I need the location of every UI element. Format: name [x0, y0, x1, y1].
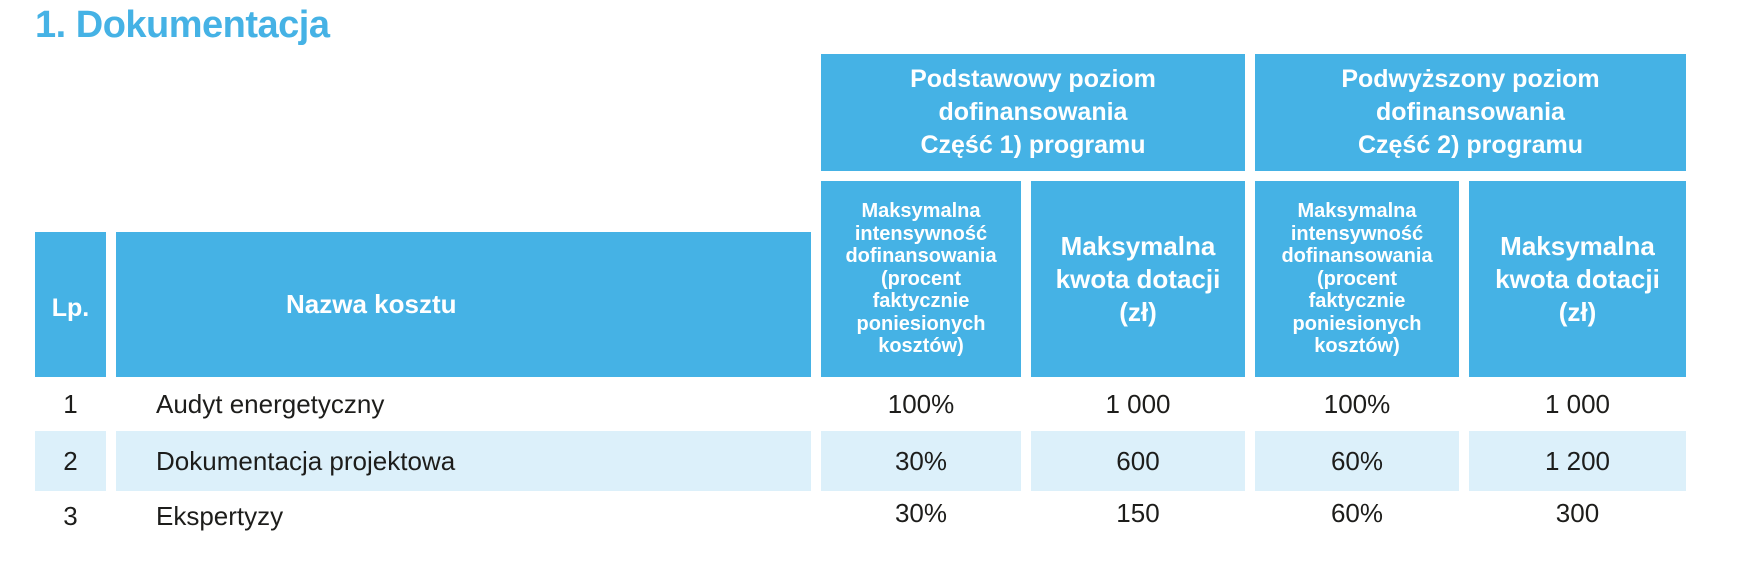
group-header-basic: Podstawowy poziom dofinansowania Część 1…: [821, 54, 1245, 171]
group-header-basic-line1: Podstawowy poziom: [910, 65, 1156, 93]
amount-line: (zł): [1558, 296, 1597, 327]
row-raised-intensity: 60%: [1255, 431, 1459, 491]
intensity-line: kosztów): [1314, 335, 1400, 358]
column-header-basic-intensity: Maksymalna intensywność dofinansowania (…: [821, 181, 1021, 377]
row-basic-intensity: 30%: [821, 431, 1021, 491]
section-title: 1. Dokumentacja: [35, 4, 330, 46]
amount-line: kwota dotacji: [1495, 263, 1660, 294]
column-header-basic-amount: Maksymalna kwota dotacji (zł): [1031, 181, 1245, 377]
group-header-raised-line3: Część 2) programu: [1357, 131, 1584, 159]
group-header-basic-line2: dofinansowania: [938, 98, 1128, 126]
row-raised-amount: 300: [1555, 497, 1600, 528]
row-lp: 2: [35, 431, 106, 491]
column-header-raised-amount: Maksymalna kwota dotacji (zł): [1469, 181, 1686, 377]
row-raised-intensity: 60%: [1330, 497, 1384, 528]
row-raised-amount: 1 000: [1544, 388, 1611, 419]
group-header-raised: Podwyższony poziom dofinansowania Część …: [1255, 54, 1686, 171]
intensity-line: poniesionych: [856, 312, 986, 335]
intensity-line: intensywność: [854, 222, 988, 245]
row-name: Dokumentacja projektowa: [116, 431, 811, 491]
row-raised-amount: 1 200: [1469, 431, 1686, 491]
row-basic-amount: 1 000: [1105, 388, 1171, 419]
column-header-raised-intensity: Maksymalna intensywność dofinansowania (…: [1255, 181, 1459, 377]
intensity-line: intensywność: [1290, 222, 1424, 245]
group-header-basic-line3: Część 1) programu: [920, 131, 1146, 159]
group-header-raised-line1: Podwyższony poziom: [1341, 65, 1600, 93]
intensity-line: Maksymalna: [1297, 200, 1417, 223]
row-name: Audyt energetyczny: [156, 388, 385, 419]
row-name: Ekspertyzy: [156, 500, 284, 531]
intensity-line: poniesionych: [1292, 312, 1422, 335]
row-raised-intensity: 100%: [1323, 388, 1391, 419]
amount-line: kwota dotacji: [1055, 263, 1221, 294]
row-lp: 3: [63, 500, 78, 531]
row-basic-amount: 150: [1116, 497, 1160, 528]
column-header-lp: Lp.: [35, 232, 106, 377]
intensity-line: Maksymalna: [861, 200, 981, 223]
row-basic-intensity: 30%: [894, 497, 948, 528]
intensity-line: faktycznie: [1308, 290, 1406, 313]
row-basic-amount: 600: [1031, 431, 1245, 491]
amount-line: Maksymalna: [1060, 230, 1216, 261]
group-header-raised-line2: dofinansowania: [1376, 98, 1565, 126]
intensity-line: kosztów): [878, 335, 964, 358]
intensity-line: dofinansowania: [845, 245, 997, 268]
row-lp: 1: [63, 388, 78, 419]
row-basic-intensity: 100%: [887, 388, 955, 419]
column-header-lp-label: Lp.: [51, 294, 90, 322]
column-header-name: Nazwa kosztu: [116, 232, 811, 377]
intensity-line: dofinansowania: [1281, 245, 1433, 268]
intensity-line: faktycznie: [872, 290, 970, 313]
column-header-name-label: Nazwa kosztu: [286, 289, 457, 319]
intensity-line: (procent: [881, 267, 961, 290]
amount-line: (zł): [1119, 296, 1157, 327]
amount-line: Maksymalna: [1500, 230, 1655, 261]
intensity-line: (procent: [1317, 267, 1397, 290]
